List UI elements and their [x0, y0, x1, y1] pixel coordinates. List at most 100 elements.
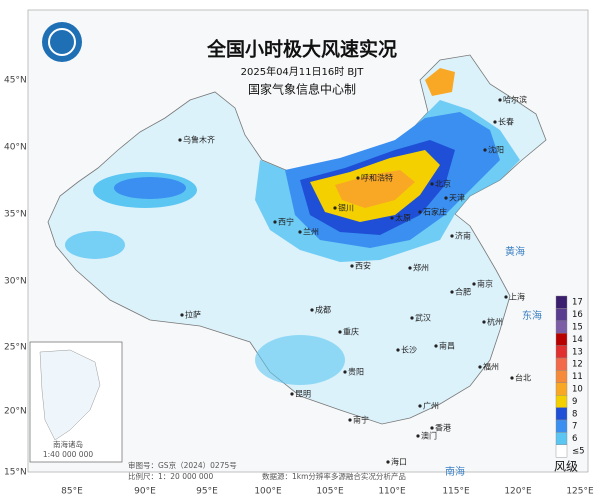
legend-swatch [555, 382, 568, 396]
wind-area-west [65, 231, 125, 259]
legend-label: 17 [572, 298, 583, 308]
city-label: 贵阳 [348, 367, 364, 377]
legend-swatch [555, 419, 568, 433]
city-label: 昆明 [295, 390, 311, 399]
legend-title: 风级 [554, 460, 578, 474]
city-dot [430, 426, 434, 430]
wind-area-xinjiang-7 [114, 177, 186, 199]
city-label: 西安 [355, 261, 371, 271]
city-label: 杭州 [487, 317, 503, 327]
scale: 比例尺：1：20 000 000 [128, 471, 213, 481]
sea-label: 东海 [522, 309, 542, 322]
legend-label: 14 [572, 335, 583, 345]
longitude-label: 100°E [254, 487, 282, 497]
legend-swatch [555, 370, 568, 383]
city-dot [180, 313, 184, 317]
issuer: 国家气象信息中心制 [248, 82, 356, 97]
legend-label: 9 [572, 397, 577, 407]
longitude-label: 95°E [196, 487, 218, 497]
city-label: 南宁 [353, 415, 369, 425]
latitude-label: 30°N [4, 277, 27, 287]
city-dot [483, 148, 487, 152]
city-dot [356, 176, 360, 180]
legend-label: 6 [572, 434, 577, 444]
city-dot [273, 220, 277, 224]
city-label: 合肥 [455, 287, 471, 297]
city-label: 太原 [395, 213, 411, 223]
city-dot [430, 182, 434, 186]
city-label: 济南 [455, 231, 471, 241]
city-label: 重庆 [343, 327, 359, 337]
city-label: 银川 [338, 203, 354, 213]
latitude-label: 35°N [4, 210, 27, 220]
city-dot [410, 316, 414, 320]
legend-swatch [555, 432, 568, 445]
city-dot [434, 344, 438, 348]
longitude-label: 110°E [378, 487, 406, 497]
inset-sea [39, 349, 101, 441]
city-label: 香港 [435, 423, 451, 433]
title: 全国小时极大风速实况 [206, 38, 397, 61]
legend-swatch [555, 333, 568, 346]
subtitle: 2025年04月11日16时 BJT [241, 65, 365, 78]
city-dot [408, 266, 412, 270]
city-label: 福州 [483, 363, 499, 372]
city-dot [510, 376, 514, 380]
logo [42, 22, 82, 62]
legend-swatch [555, 308, 568, 321]
longitude-label: 125°E [566, 487, 594, 497]
data-source: 数据源：1km分辨率多源融合实况分析产品 [262, 471, 406, 481]
city-dot [418, 404, 422, 408]
legend-label: 10 [572, 385, 583, 395]
legend-swatch [555, 357, 568, 371]
city-label: 南昌 [439, 341, 455, 351]
latitude-label: 40°N [4, 143, 27, 153]
city-label: 郑州 [413, 263, 429, 273]
inset-title: 南海诸岛 [53, 439, 83, 449]
city-label: 拉萨 [185, 310, 201, 320]
latitude-label: 25°N [4, 343, 27, 353]
city-label: 长沙 [401, 345, 417, 355]
city-label: 南京 [477, 279, 493, 289]
city-dot [504, 295, 508, 299]
legend-swatch [555, 295, 568, 309]
legend-swatch [555, 345, 568, 359]
legend-label: 7 [572, 422, 577, 432]
city-label: 长春 [498, 117, 514, 127]
city-label: 北京 [435, 179, 451, 189]
latitude-label: 45°N [4, 76, 27, 86]
city-dot [396, 348, 400, 352]
city-label: 沈阳 [488, 145, 504, 155]
city-label: 海口 [391, 457, 407, 467]
legend-label: 11 [572, 372, 583, 382]
city-label: 广州 [423, 401, 439, 411]
city-dot [290, 392, 294, 396]
legend-swatch [555, 407, 568, 421]
city-dot [348, 418, 352, 422]
legend-label: 8 [572, 409, 577, 419]
city-label: 兰州 [303, 227, 319, 237]
city-dot [310, 308, 314, 312]
city-dot [418, 210, 422, 214]
city-label: 呼和浩特 [361, 173, 393, 183]
city-dot [338, 330, 342, 334]
city-dot [472, 282, 476, 286]
legend-label: 12 [572, 360, 583, 370]
longitude-label: 115°E [442, 487, 470, 497]
city-label: 台北 [515, 373, 531, 383]
legend-label: 13 [572, 347, 583, 357]
legend-swatch [555, 395, 568, 408]
legend-label: 16 [572, 310, 583, 320]
sea-label: 南海 [445, 465, 465, 478]
longitude-label: 90°E [134, 487, 156, 497]
longitude-label: 120°E [504, 487, 532, 497]
city-dot [444, 196, 448, 200]
city-dot [386, 460, 390, 464]
legend-label: ≤5 [572, 447, 585, 457]
legend-swatch [555, 444, 568, 458]
city-dot [390, 216, 394, 220]
city-label: 澳门 [421, 431, 437, 441]
city-dot [482, 320, 486, 324]
city-label: 成都 [315, 305, 331, 315]
